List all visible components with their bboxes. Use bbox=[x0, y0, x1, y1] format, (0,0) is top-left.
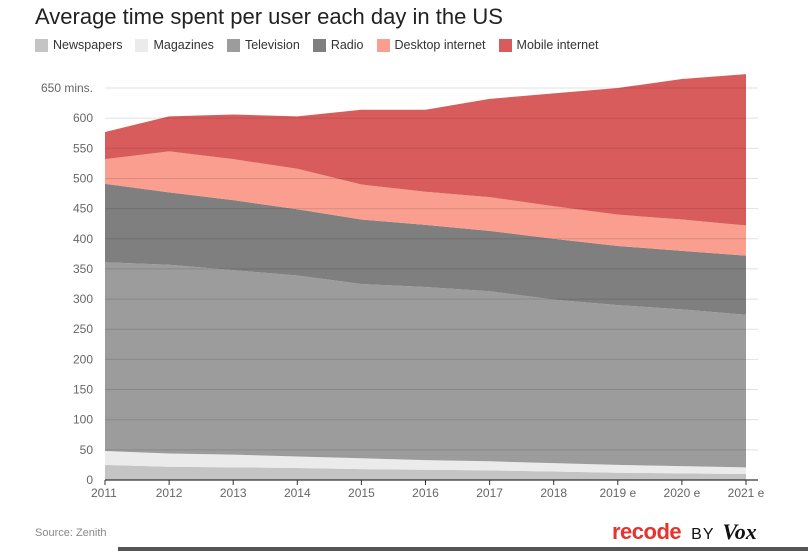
y-axis-labels: 0 50 100 150 200 250 300 350 400 450 500 550 600 650 … bbox=[41, 81, 93, 487]
x-tick-label: 2019 e bbox=[599, 486, 636, 500]
legend-item-newspapers: Newspapers bbox=[35, 38, 122, 52]
gridlines bbox=[105, 87, 758, 481]
x-tick-label: 2017 bbox=[476, 486, 503, 500]
x-tick-label: 2012 bbox=[156, 486, 183, 500]
y-tick-label: 200 bbox=[73, 352, 93, 366]
y-tick-label: 550 bbox=[73, 141, 93, 155]
legend-item-mobile-internet: Mobile internet bbox=[498, 38, 599, 52]
x-tick-label: 2016 bbox=[412, 486, 439, 500]
bottom-divider bbox=[118, 547, 808, 551]
x-tick-label: 2015 bbox=[348, 486, 375, 500]
legend-swatch bbox=[376, 38, 390, 52]
y-tick-label: 600 bbox=[73, 111, 93, 125]
chart-legend: Newspapers Magazines Television Radio Deskto… bbox=[35, 38, 612, 52]
legend-item-desktop-internet: Desktop internet bbox=[376, 38, 486, 52]
x-tick-label: 2013 bbox=[220, 486, 247, 500]
area-magazines bbox=[105, 451, 746, 474]
x-tick-label: 2011 bbox=[91, 486, 117, 500]
y-tick-label: 250 bbox=[73, 322, 93, 336]
y-tick-label: 350 bbox=[73, 262, 93, 276]
y-tick-label: 100 bbox=[73, 413, 93, 427]
y-tick-label: 50 bbox=[80, 443, 94, 457]
brand-recode: recode bbox=[612, 519, 682, 544]
legend-swatch bbox=[498, 38, 512, 52]
area-desktop-internet bbox=[105, 151, 746, 256]
y-tick-label: 400 bbox=[73, 232, 93, 246]
brand-logo: recode BY Vox bbox=[612, 519, 757, 545]
legend-label: Magazines bbox=[153, 38, 214, 52]
legend-label: Mobile internet bbox=[516, 38, 599, 52]
legend-label: Desktop internet bbox=[394, 38, 486, 52]
area-radio bbox=[105, 183, 746, 315]
y-tick-label: 500 bbox=[73, 171, 93, 185]
legend-item-magazines: Magazines bbox=[135, 38, 214, 52]
y-tick-label: 300 bbox=[73, 292, 93, 306]
area-layers bbox=[105, 74, 746, 480]
legend-swatch bbox=[312, 38, 326, 52]
area-television bbox=[105, 262, 746, 468]
area-mobile-internet bbox=[105, 74, 746, 226]
legend-label: Radio bbox=[330, 38, 364, 52]
brand-vox: Vox bbox=[722, 519, 757, 544]
legend-item-television: Television bbox=[226, 38, 300, 52]
chart-title: Average time spent per user each day in … bbox=[35, 4, 503, 29]
x-tick-label: 2020 e bbox=[664, 486, 701, 500]
source-note: Source: Zenith bbox=[35, 527, 107, 539]
legend-item-radio: Radio bbox=[312, 38, 364, 52]
x-axis-labels: 2011 2012 2013 2014 2015 2016 2017 2018 2019 e 20… bbox=[91, 480, 765, 500]
brand-by: BY bbox=[691, 526, 715, 543]
x-tick-label: 2014 bbox=[284, 486, 311, 500]
y-tick-label: 150 bbox=[73, 383, 93, 397]
legend-swatch bbox=[35, 38, 48, 52]
x-tick-label: 2018 bbox=[540, 486, 567, 500]
y-tick-label: 450 bbox=[73, 202, 93, 216]
y-tick-label: 0 bbox=[86, 473, 93, 487]
legend-label: Television bbox=[244, 38, 300, 52]
legend-swatch bbox=[135, 38, 149, 52]
area-newspapers bbox=[105, 464, 746, 480]
y-tick-label: 650 mins. bbox=[41, 81, 93, 95]
legend-swatch bbox=[226, 38, 240, 52]
x-tick-label: 2021 e bbox=[728, 486, 765, 500]
legend-label: Newspapers bbox=[53, 38, 123, 52]
